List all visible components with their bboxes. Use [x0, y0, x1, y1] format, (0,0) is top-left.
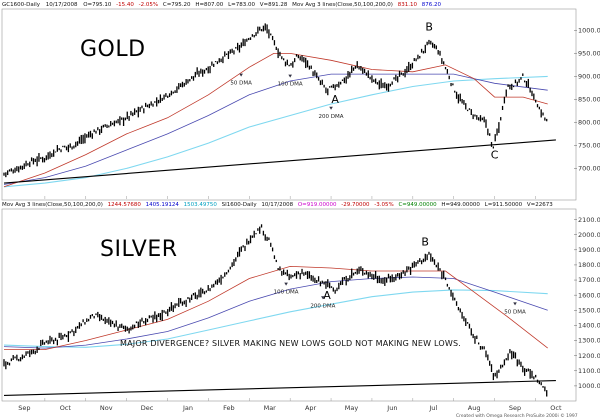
gold-ytick-label: 1000.00 [578, 27, 600, 35]
silver-ytick-label: 1300.00 [578, 337, 600, 345]
silver-ma-v1: 1244.57680 [108, 202, 142, 208]
silver-annotation: B [421, 235, 429, 248]
silver-ytick-label: 2000.00 [578, 231, 600, 239]
gold-date: 10/17/2008 [46, 2, 78, 8]
silver-ma100-line [3, 276, 548, 349]
gold-ytick-label: 950.00 [578, 50, 600, 58]
silver-xtick-label: Aug [468, 404, 481, 412]
silver-xtick-label: Mar [264, 404, 277, 412]
silver-xtick-label: Apr [305, 404, 317, 412]
silver-xtick-label: Jul [428, 404, 437, 412]
gold-trendline [3, 139, 556, 184]
silver-ytick-label: 1000.00 [578, 382, 600, 390]
gold-open: O=795.10 [83, 2, 112, 8]
credit-line: Created with Omega Research ProSuite 200… [456, 412, 578, 419]
silver-xtick-label: Nov [100, 404, 113, 412]
gold-pct: -2.05% [139, 2, 158, 8]
silver-chart: 1000.00 1100.00 1200.00 1300.00 1400.00 1500.… [3, 216, 600, 412]
silver-ytick-label: 1200.00 [578, 352, 600, 360]
silver-xtick-label: Oct [550, 404, 562, 412]
silver-ma50-line [4, 265, 548, 350]
gold-annotation-arrow [329, 106, 333, 110]
gold-annotation: 50 DMA [230, 81, 252, 87]
gold-ytick-label: 700.00 [578, 165, 600, 173]
silver-low: L=911.50000 [485, 202, 523, 208]
gold-vol: V=891.28 [260, 2, 288, 8]
silver-ytick-label: 1400.00 [578, 322, 600, 330]
gold-ma100-line [3, 73, 548, 185]
silver-ma-v3: 1503.49750 [184, 202, 218, 208]
silver-header-line: Mov Avg 3 lines(Close,50,100,200,0) 1244… [2, 202, 553, 208]
gold-annotation-arrow [239, 73, 243, 77]
gold-annotation: 200 DMA [319, 114, 344, 120]
silver-annotation-arrow [284, 282, 288, 286]
gold-high: H=807.00 [195, 2, 223, 8]
silver-symbol: SI1600-Daily [222, 202, 258, 208]
silver-xtick-label: Feb [223, 404, 235, 412]
silver-xtick-label: Oct [60, 404, 72, 412]
silver-ytick-label: 1800.00 [578, 261, 600, 269]
silver-annotation: A [323, 289, 331, 302]
silver-ma-label: Mov Avg 3 lines(Close,50,100,200,0) [2, 202, 103, 208]
gold-annotation: B [425, 20, 433, 33]
silver-change: -29.70000 [341, 202, 370, 208]
silver-ytick-label: 2100.00 [578, 216, 600, 224]
silver-high: H=949.00000 [441, 202, 480, 208]
silver-vol: V=22673 [527, 202, 553, 208]
gold-ytick-label: 800.00 [578, 119, 600, 127]
gold-annotation-arrow [288, 74, 292, 78]
silver-ma-v2: 1405.19124 [146, 202, 180, 208]
silver-trendline [3, 380, 556, 396]
silver-open: O=919.00000 [298, 202, 337, 208]
silver-ytick-label: 1600.00 [578, 291, 600, 299]
silver-date: 10/17/2008 [261, 202, 293, 208]
gold-ytick-label: 900.00 [578, 73, 600, 81]
silver-annotation: 100 DMA [274, 290, 299, 296]
silver-ytick-label: 1100.00 [578, 367, 600, 375]
gold-symbol: GC1600-Daily [2, 2, 41, 8]
silver-annotation-arrow [513, 302, 517, 306]
gold-chart: 700.00 750.00 800.00 850.00 900.00 950.00 1000… [3, 20, 600, 199]
gold-ma1: 831.10 [398, 2, 418, 8]
gold-change: -15.40 [116, 2, 134, 8]
gold-low: L=783.00 [228, 2, 255, 8]
gold-header-line: GC1600-Daily 10/17/2008 O=795.10 -15.40 … [2, 2, 441, 8]
silver-annotation: 200 DMA [310, 303, 335, 309]
silver-xtick-label: Jan [182, 404, 193, 412]
gold-annotation: C [491, 148, 499, 161]
silver-ytick-label: 1700.00 [578, 276, 600, 284]
silver-pct: -3.05% [374, 202, 393, 208]
silver-annotation-arrow [321, 296, 325, 300]
gold-ytick-label: 750.00 [578, 142, 600, 150]
silver-ma200-line [3, 289, 548, 348]
gold-ma-label: Mov Avg 3 lines(Close,50,100,200,0) [292, 2, 393, 8]
gold-annotation: A [331, 93, 339, 106]
gold-close: C=795.20 [163, 2, 191, 8]
silver-annotation: 50 DMA [504, 309, 526, 315]
silver-xtick-label: Sep [18, 404, 30, 412]
silver-xtick-label: Jun [386, 404, 397, 412]
gold-title: GOLD [80, 37, 146, 62]
gold-ma50-line [3, 53, 548, 188]
silver-title: SILVER [100, 237, 178, 262]
gold-ma2: 876.20 [422, 2, 442, 8]
silver-xtick-label: Sep [509, 404, 521, 412]
silver-xtick-label: May [345, 404, 359, 412]
gold-panel-frame [1, 8, 577, 201]
divergence-note: MAJOR DIVERGENCE? SILVER MAKING NEW LOWS… [120, 339, 461, 348]
silver-close: C=949.00000 [398, 202, 437, 208]
silver-ytick-label: 1500.00 [578, 306, 600, 314]
silver-ytick-label: 1900.00 [578, 246, 600, 254]
gold-annotation: 100 DMA [278, 82, 303, 88]
silver-xtick-label: Dec [141, 404, 154, 412]
silver-panel-frame [1, 208, 577, 402]
gold-ytick-label: 850.00 [578, 96, 600, 104]
